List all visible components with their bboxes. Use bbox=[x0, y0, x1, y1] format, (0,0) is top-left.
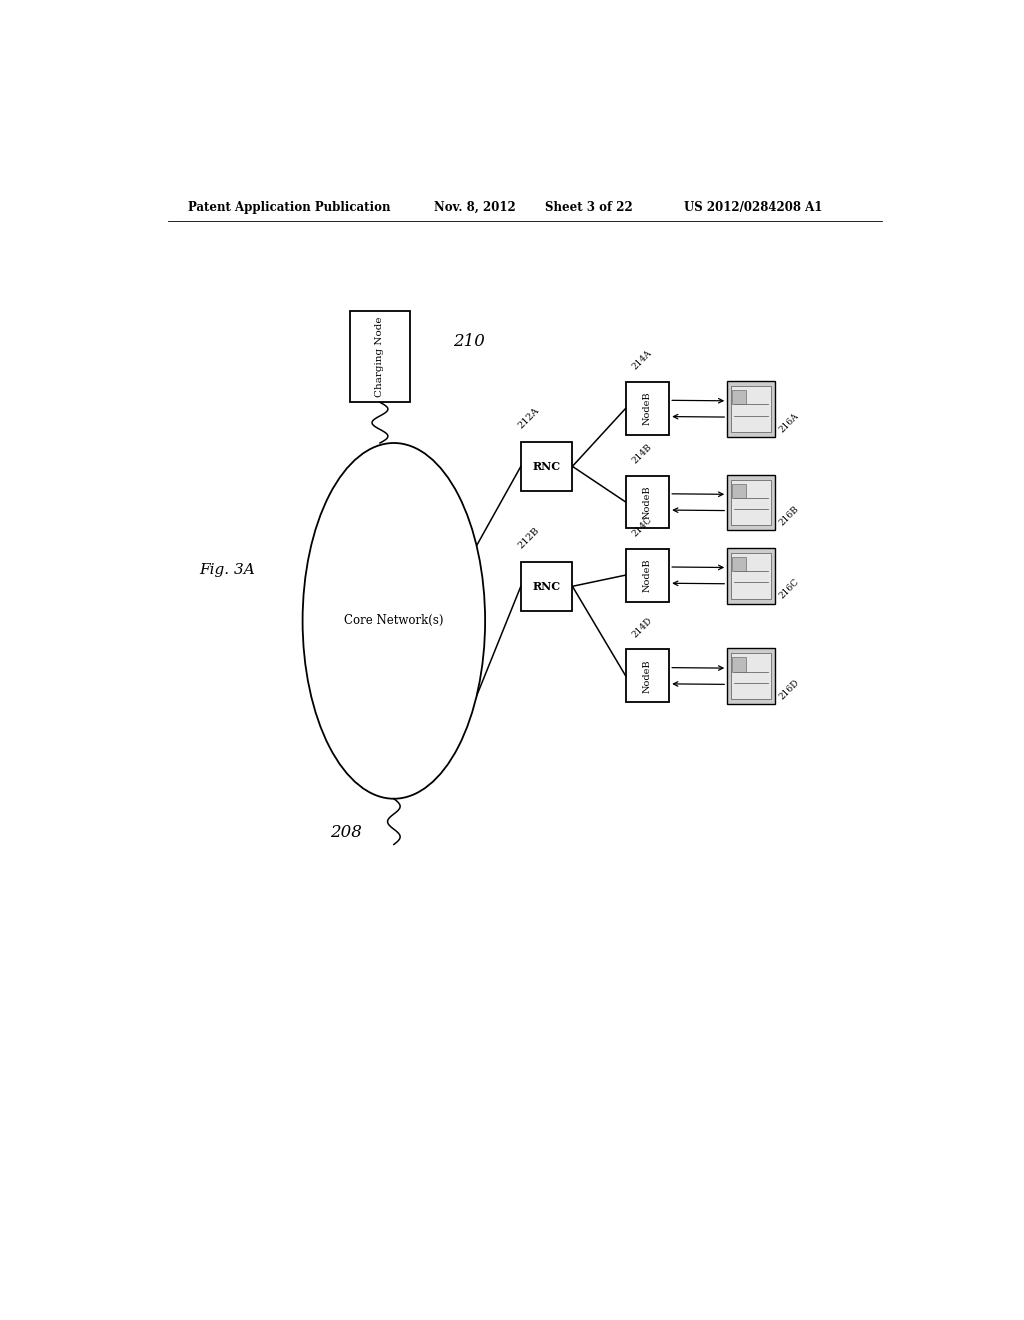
Text: NodeB: NodeB bbox=[643, 558, 652, 591]
Text: US 2012/0284208 A1: US 2012/0284208 A1 bbox=[684, 201, 822, 214]
Text: 214C: 214C bbox=[631, 515, 654, 539]
Bar bbox=[350, 312, 410, 403]
Text: 216D: 216D bbox=[778, 677, 802, 701]
Text: Sheet 3 of 22: Sheet 3 of 22 bbox=[545, 201, 633, 214]
Text: Fig. 3A: Fig. 3A bbox=[200, 564, 255, 577]
Text: 216B: 216B bbox=[778, 504, 801, 528]
Bar bbox=[626, 649, 670, 702]
Bar bbox=[731, 653, 771, 700]
Text: 214D: 214D bbox=[631, 615, 654, 639]
Ellipse shape bbox=[303, 444, 485, 799]
Bar bbox=[727, 548, 775, 603]
Bar bbox=[727, 381, 775, 437]
Bar bbox=[626, 549, 670, 602]
Text: Patent Application Publication: Patent Application Publication bbox=[187, 201, 390, 214]
Bar bbox=[731, 385, 771, 432]
Text: 210: 210 bbox=[454, 333, 485, 350]
Bar bbox=[732, 391, 746, 404]
Bar bbox=[732, 657, 746, 672]
Text: Nov. 8, 2012: Nov. 8, 2012 bbox=[433, 201, 515, 214]
Bar bbox=[731, 479, 771, 525]
Text: Core Network(s): Core Network(s) bbox=[344, 614, 443, 627]
Text: Charging Node: Charging Node bbox=[376, 317, 384, 397]
Bar bbox=[626, 381, 670, 434]
Bar bbox=[732, 557, 746, 572]
Text: 216C: 216C bbox=[778, 577, 802, 601]
Text: NodeB: NodeB bbox=[643, 392, 652, 425]
Text: NodeB: NodeB bbox=[643, 486, 652, 519]
Text: 212A: 212A bbox=[516, 407, 541, 430]
Text: 214A: 214A bbox=[631, 348, 653, 372]
Text: 214B: 214B bbox=[631, 442, 654, 466]
Text: 212B: 212B bbox=[516, 525, 541, 550]
Bar bbox=[731, 553, 771, 598]
Text: 208: 208 bbox=[331, 824, 362, 841]
Text: RNC: RNC bbox=[532, 581, 561, 591]
Bar bbox=[727, 648, 775, 704]
Bar bbox=[521, 442, 572, 491]
Bar bbox=[626, 475, 670, 528]
Bar bbox=[521, 562, 572, 611]
Text: NodeB: NodeB bbox=[643, 659, 652, 693]
Text: 216A: 216A bbox=[778, 411, 801, 434]
Bar bbox=[727, 474, 775, 531]
Bar bbox=[732, 483, 746, 498]
Text: RNC: RNC bbox=[532, 461, 561, 471]
